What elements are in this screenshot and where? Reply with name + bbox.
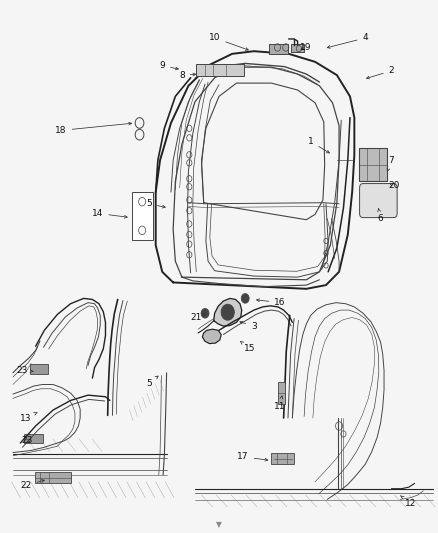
Text: 18: 18 [55,122,131,135]
Polygon shape [214,298,242,326]
Text: 21: 21 [191,312,205,321]
Text: 15: 15 [240,342,255,353]
Text: 16: 16 [257,298,286,307]
Text: 1: 1 [308,137,329,153]
Text: 22: 22 [21,480,44,490]
Text: 5: 5 [146,199,165,208]
Text: 17: 17 [237,453,268,462]
Circle shape [201,309,209,318]
Bar [132,192,152,240]
Text: 13: 13 [20,413,37,423]
Text: 11: 11 [273,396,285,411]
Text: 6: 6 [378,208,383,223]
Text: 7: 7 [387,156,394,171]
Bar [24,434,42,443]
Text: 20: 20 [388,181,399,190]
Text: 3: 3 [240,321,257,330]
Bar [269,44,288,54]
Bar [196,64,244,76]
Circle shape [221,304,234,320]
Bar [278,382,286,403]
Text: 10: 10 [209,34,248,50]
Bar [272,453,294,464]
Circle shape [203,311,207,316]
Text: ▼: ▼ [216,520,222,529]
Polygon shape [202,329,221,344]
FancyBboxPatch shape [360,183,397,217]
Bar [359,149,387,181]
Circle shape [244,296,247,301]
Text: 5: 5 [146,376,158,388]
Text: 9: 9 [159,61,178,70]
Circle shape [241,294,249,303]
Text: 23: 23 [16,366,33,375]
Text: 19: 19 [300,43,311,52]
Text: 8: 8 [179,70,196,79]
Text: 4: 4 [327,34,368,49]
Text: 2: 2 [367,67,394,79]
Text: 23: 23 [21,437,32,446]
Text: 14: 14 [92,209,127,218]
Bar [30,365,48,374]
Text: 12: 12 [400,496,417,507]
Bar [35,472,71,483]
Bar [291,44,304,52]
